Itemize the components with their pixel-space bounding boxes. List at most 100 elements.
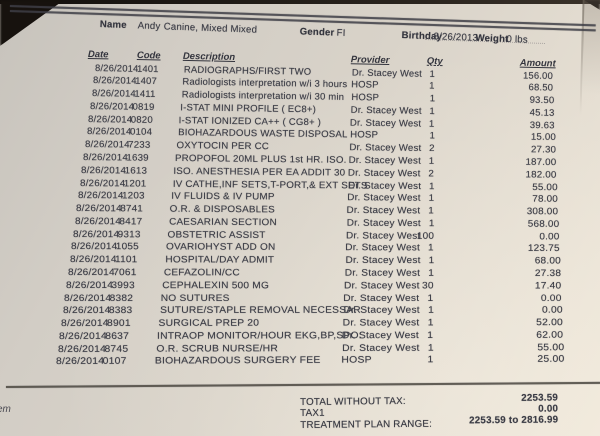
cell-date: 8/26/2014 xyxy=(71,240,118,252)
cell-date: 8/26/2014 xyxy=(59,329,108,341)
cell-qty: 1 xyxy=(427,341,434,353)
cell-amount: 308.00 xyxy=(526,205,559,217)
cell-qty: 1 xyxy=(428,216,435,228)
cell-description: NO SUTURES xyxy=(161,291,231,303)
cell-date: 8/26/2014 xyxy=(79,176,126,188)
cell-qty: 1 xyxy=(429,129,435,141)
cell-amount: 0.00 xyxy=(541,303,563,315)
cell-description: OBSTETRIC ASSIST xyxy=(167,228,266,240)
cell-date: 8/26/2014 xyxy=(93,74,138,86)
cell-code: 7061 xyxy=(113,266,137,278)
table-row: 8/26/2014 8637 INTRAOP MONITOR/HOUR EKG,BP… xyxy=(59,328,576,341)
cell-code: 9313 xyxy=(117,227,141,239)
cell-date: 8/26/2014 xyxy=(66,278,114,290)
cell-code: 8741 xyxy=(120,202,144,214)
cell-date: 8/26/2014 xyxy=(91,87,136,99)
cell-description: SURGICAL PREP 20 xyxy=(158,316,260,328)
table-row: 8/26/2014 8383 SUTURE/STAPLE REMOVAL NECES… xyxy=(63,304,576,316)
cell-code: 3993 xyxy=(111,278,135,290)
cell-code: 1411 xyxy=(133,87,156,100)
cell-date: 8/26/2014 xyxy=(84,138,130,150)
cell-date: 8/26/2014 xyxy=(76,202,123,214)
cell-amount: 68.50 xyxy=(528,81,554,93)
cell-code: 8382 xyxy=(110,291,134,303)
cell-qty: 30 xyxy=(422,279,434,291)
cell-date: 8/26/2014 xyxy=(83,150,129,163)
cell-qty: 1 xyxy=(429,79,435,91)
cell-description: HOSPITAL/DAY ADMIT xyxy=(164,253,274,265)
cell-code: 1203 xyxy=(121,189,145,201)
cell-code: 8901 xyxy=(107,316,131,329)
cell-description: I-STAT IONIZED CA++ ( CG8+ ) xyxy=(178,113,322,127)
cell-description: CEFAZOLIN/CC xyxy=(163,266,240,278)
table-row: 8/26/2014 7061 CEFAZOLIN/CC Dr. Stacey West… xyxy=(68,266,574,279)
cell-qty: 1 xyxy=(428,266,434,278)
cell-description: IV FLUIDS & IV PUMP xyxy=(171,190,275,202)
cell-date: 8/26/2014 xyxy=(81,163,127,176)
weight-label: Weight xyxy=(475,32,509,45)
cell-qty: 1 xyxy=(429,67,436,79)
cell-qty: 1 xyxy=(429,104,435,116)
cell-description: BIOHAZARDOUS WASTE DISPOSAL xyxy=(177,126,348,140)
cell-amount: 17.40 xyxy=(534,279,562,291)
cell-date: 8/26/2014 xyxy=(57,342,106,354)
header-qty: Qty xyxy=(426,55,443,68)
table-row: 8/26/2014 3993 CEPHALEXIN 500 MG Dr. Stacey… xyxy=(66,279,574,292)
cell-amount: 93.50 xyxy=(529,93,555,106)
cell-qty: 1 xyxy=(427,304,434,316)
totals-value: 2253.59 to 2816.99 xyxy=(469,414,559,427)
cell-description: RADIOGRAPHS/FIRST TWO xyxy=(183,63,312,77)
header-description: Description xyxy=(182,50,236,63)
background-corner-notch xyxy=(584,0,600,10)
cell-qty: 1 xyxy=(429,117,435,129)
cell-code: 1407 xyxy=(135,74,158,87)
gender-label: Gender xyxy=(299,26,335,39)
cell-qty: 1 xyxy=(427,328,434,340)
table-row: 8/26/2014 1101 HOSPITAL/DAY ADMIT Dr. Stace… xyxy=(69,253,573,267)
cell-amount: 0.00 xyxy=(539,229,560,242)
cell-amount: 123.75 xyxy=(528,242,560,254)
cell-amount: 45.13 xyxy=(529,106,555,118)
species-value: Canine, Mixed Mixed xyxy=(163,21,258,36)
cell-date: 8/26/2014 xyxy=(62,304,111,316)
cell-amount: 27.30 xyxy=(530,143,557,155)
cell-qty: 1 xyxy=(427,291,434,303)
cell-code: 1639 xyxy=(126,151,149,163)
cell-code: 8745 xyxy=(104,342,128,354)
totals-label: TREATMENT PLAN RANGE: xyxy=(300,418,433,431)
cell-date: 8/26/2014 xyxy=(94,61,139,74)
cell-date: 8/26/2014 xyxy=(74,214,121,227)
cell-code: 8417 xyxy=(118,215,142,227)
cell-code: 0104 xyxy=(129,125,152,138)
cell-description: CEPHALEXIN 500 MG xyxy=(162,278,270,290)
cell-amount: 39.63 xyxy=(529,118,556,130)
cell-qty: 1 xyxy=(427,316,434,328)
cell-code: 1201 xyxy=(123,176,147,189)
table-row: 8/26/2014 8382 NO SUTURES Dr. Stacey West 1 0… xyxy=(64,292,575,304)
background-top-strip xyxy=(0,0,600,4)
cell-amount: 78.00 xyxy=(532,192,559,205)
cell-description: PROPOFOL 20ML PLUS 1st HR. ISO. xyxy=(175,151,347,165)
cell-provider: HOSP xyxy=(350,91,379,103)
cell-code: 8637 xyxy=(105,329,130,341)
cell-amount: 55.00 xyxy=(531,180,558,192)
totals-value: 0.00 xyxy=(538,403,559,415)
gender-value: FI xyxy=(336,27,346,40)
cell-provider: HOSP xyxy=(349,128,378,141)
cell-amount: 182.00 xyxy=(525,168,558,180)
cell-amount: 55.00 xyxy=(536,340,564,352)
cell-code: 7233 xyxy=(127,138,151,150)
cell-amount: 0.00 xyxy=(541,291,562,303)
cell-qty: 1 xyxy=(427,353,434,365)
cell-qty: 1 xyxy=(428,179,435,191)
cell-code: 1613 xyxy=(124,164,148,176)
paper-edge-shade xyxy=(583,0,600,95)
cell-amount: 187.00 xyxy=(525,155,557,168)
cell-code: 1055 xyxy=(115,240,140,252)
cell-qty: 2 xyxy=(428,142,435,154)
cell-date: 8/26/2014 xyxy=(72,227,120,239)
cell-amount: 25.00 xyxy=(537,353,565,365)
cell-qty: 1 xyxy=(428,204,435,216)
cell-code: 1101 xyxy=(114,253,138,265)
